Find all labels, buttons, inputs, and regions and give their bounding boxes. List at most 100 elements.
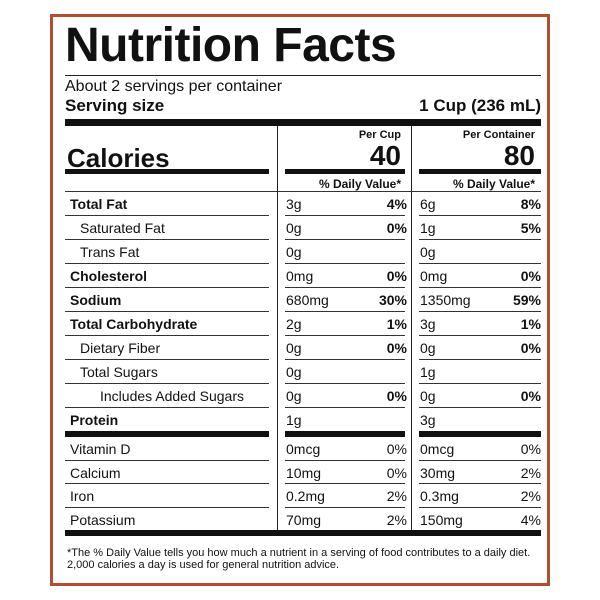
per-container-amount: 1g [420, 220, 436, 236]
row-divider [65, 483, 269, 484]
row-divider [419, 459, 541, 461]
nutrient-row: Trans Fat 0g 0g [53, 240, 553, 264]
per-container-amount: 0g [420, 388, 436, 404]
calories-bar [285, 169, 405, 174]
per-container-dv: 8% [520, 196, 541, 212]
row-divider [65, 407, 269, 408]
per-container-amount: 1350mg [420, 292, 471, 308]
per-cup-amount: 0g [286, 244, 302, 260]
per-cup-amount: 0g [286, 388, 302, 404]
nutrient-name: Total Sugars [80, 364, 158, 380]
nutrient-name: Dietary Fiber [80, 340, 161, 356]
per-container-amount: 1g [420, 364, 436, 380]
vitamin-row: Vitamin D 0mcg 0% 0mcg 0% [53, 437, 553, 461]
row-divider [419, 311, 541, 312]
row-divider [65, 215, 269, 216]
row-divider [65, 359, 269, 360]
nutrient-name: Protein [70, 412, 119, 428]
label-title: Nutrition Facts [65, 19, 397, 72]
row-divider [65, 287, 269, 288]
per-cup-dv: 30% [378, 292, 407, 308]
nutrient-row: Cholesterol 0mg 0% 0mg 0% [53, 264, 553, 288]
per-cup-dv: 0% [386, 441, 407, 457]
per-container-dv: 5% [520, 220, 541, 236]
row-divider [285, 215, 405, 216]
serving-size-label: Serving size [65, 96, 165, 115]
row-divider [285, 383, 405, 384]
per-container-amount: 3g [420, 316, 436, 332]
per-container-dv: 1% [520, 316, 541, 332]
row-divider [285, 287, 405, 288]
row-divider [285, 407, 405, 408]
per-cup-amount: 0mcg [286, 441, 321, 457]
nutrient-row: Total Fat 3g 4% 6g 8% [53, 192, 553, 216]
row-divider [285, 459, 405, 461]
per-container-dv: 0% [520, 268, 541, 284]
bottom-bar [65, 530, 541, 536]
nutrient-name: Sodium [70, 292, 122, 308]
per-cup-amount: 70mg [286, 511, 322, 528]
row-divider [419, 407, 541, 408]
row-divider [419, 263, 541, 264]
footnote: *The % Daily Value tells you how much a … [67, 547, 531, 571]
nutrient-name: Potassium [70, 511, 136, 528]
per-container-amount: 0g [420, 340, 436, 356]
row-divider [65, 459, 269, 461]
row-divider [419, 506, 541, 508]
nutrient-row: Sodium 680mg 30% 1350mg 59% [53, 288, 553, 312]
per-container-dv: 59% [512, 292, 541, 308]
per-cup-dv: 0% [386, 340, 407, 356]
per-container-amount: 6g [420, 196, 436, 212]
per-cup-amount: 3g [286, 196, 302, 212]
row-divider [419, 483, 541, 484]
nutrient-name: Calcium [70, 464, 121, 481]
per-cup-dv: 1% [386, 316, 407, 332]
row-divider [419, 335, 541, 336]
nutrient-name: Cholesterol [70, 268, 148, 284]
row-divider [419, 359, 541, 360]
row-divider [285, 359, 405, 360]
vitamins-bar [65, 431, 269, 437]
per-container-amount: 0.3mg [420, 488, 459, 504]
row-divider [419, 239, 541, 240]
row-divider [285, 483, 405, 484]
per-cup-dv: 0% [386, 268, 407, 284]
row-divider [65, 263, 269, 264]
per-container-amount: 150mg [420, 511, 463, 528]
nutrient-name: Iron [70, 488, 95, 504]
calories-label: Calories [67, 143, 170, 173]
nutrient-row: Includes Added Sugars 0g 0% 0g 0% [53, 384, 553, 408]
per-cup-amount: 10mg [286, 464, 322, 481]
per-container-amount: 0g [420, 244, 436, 260]
nutrient-row: Saturated Fat 0g 0% 1g 5% [53, 216, 553, 240]
column-divider [411, 126, 412, 530]
nutrient-name: Total Carbohydrate [70, 316, 198, 332]
divider [65, 191, 541, 192]
servings-per-container: About 2 servings per container [65, 78, 283, 95]
per-container-dv: 0% [520, 441, 541, 457]
vitamin-row: Iron 0.2mg 2% 0.3mg 2% [53, 484, 553, 508]
row-divider [285, 311, 405, 312]
per-container-dv-header: % Daily Value* [452, 177, 535, 191]
per-container-dv: 0% [520, 340, 541, 356]
per-container-amount: 30mg [420, 464, 456, 481]
row-divider [285, 263, 405, 264]
per-container-amount: 0mcg [420, 441, 455, 457]
per-container-dv: 0% [520, 388, 541, 404]
per-cup-amount: 1g [286, 412, 302, 428]
row-divider [65, 335, 269, 336]
nutrient-row: Dietary Fiber 0g 0% 0g 0% [53, 336, 553, 360]
row-divider [285, 335, 405, 336]
per-container-dv: 2% [520, 488, 541, 504]
per-cup-dv: 0% [386, 464, 407, 481]
per-container-dv: 2% [520, 464, 541, 481]
row-divider [65, 239, 269, 240]
nutrient-name: Includes Added Sugars [100, 388, 244, 404]
vitamin-row: Calcium 10mg 0% 30mg 2% [53, 461, 553, 485]
row-divider [285, 506, 405, 508]
row-divider [419, 383, 541, 384]
nutrient-row: Protein 1g 3g [53, 408, 553, 432]
row-divider [65, 311, 269, 312]
calories-bar [419, 169, 541, 174]
nutrition-facts-label: Nutrition Facts About 2 servings per con… [50, 14, 550, 586]
